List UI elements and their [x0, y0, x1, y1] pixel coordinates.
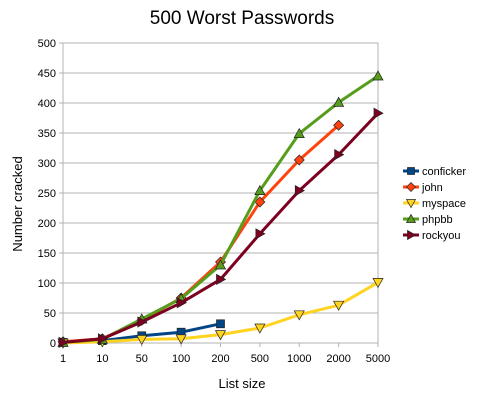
series-line-phpbb: [61, 74, 380, 344]
data-point-john: [254, 196, 266, 208]
data-point-phpbb: [333, 96, 345, 107]
data-point-phpbb: [372, 70, 384, 81]
data-point-rockyou: [98, 333, 109, 345]
y-tick-labels: 0 50 100 150 200 250 300 350 400 450 500: [38, 38, 56, 350]
legend-marker: [405, 199, 417, 209]
data-point-myspace: [214, 330, 227, 341]
legend-item-john: john: [403, 182, 443, 194]
data-point-myspace: [175, 334, 187, 345]
x-tick-label: 2000: [326, 353, 350, 365]
legend-label: phpbb: [422, 214, 453, 226]
legend-item-myspace: myspace: [403, 198, 466, 210]
data-point-myspace: [136, 335, 148, 346]
x-tick-label: 1: [60, 353, 66, 365]
series-myspace: [57, 278, 384, 349]
y-tick-label: 450: [38, 68, 56, 80]
data-point-rockyou: [176, 297, 187, 309]
data-point-rockyou: [255, 228, 266, 240]
legend: conficker john myspace phpbb rockyou: [403, 166, 466, 242]
y-tick-label: 500: [38, 38, 56, 50]
data-point-john: [333, 119, 345, 131]
y-tick-label: 350: [38, 128, 56, 140]
y-tick-label: 200: [38, 218, 56, 230]
legend-marker: [407, 229, 417, 241]
grid: [63, 42, 378, 344]
y-tick-label: 150: [38, 248, 56, 260]
y-axis-label: Number cracked: [10, 156, 25, 251]
y-tick-label: 0: [50, 338, 56, 350]
y-tick-label: 300: [38, 158, 56, 170]
data-point-phpbb: [254, 184, 266, 195]
data-point-rockyou: [216, 273, 227, 285]
x-tick-labels: 1 10 50 100 200 500 1000 2000 5000: [60, 353, 390, 365]
data-point-phpbb: [293, 127, 305, 138]
legend-marker: [407, 167, 415, 175]
axes: [59, 42, 379, 347]
data-point-rockyou: [294, 185, 305, 197]
y-tick-label: 100: [38, 278, 56, 290]
data-point-conficker: [216, 319, 225, 329]
data-point-myspace: [333, 300, 345, 311]
x-tick-label: 500: [251, 353, 269, 365]
legend-marker: [406, 182, 416, 192]
y-tick-label: 250: [38, 188, 56, 200]
data-point-rockyou: [373, 107, 384, 119]
data-point-rockyou: [137, 316, 148, 328]
x-tick-label: 10: [96, 353, 108, 365]
y-tick-label: 400: [38, 98, 56, 110]
data-point-rockyou: [58, 336, 69, 348]
data-point-john: [293, 154, 305, 166]
data-point-myspace: [254, 323, 266, 334]
series-layer: [57, 70, 384, 349]
chart-title: 500 Worst Passwords: [150, 8, 334, 29]
x-tick-label: 5000: [366, 353, 390, 365]
legend-item-conficker: conficker: [403, 166, 466, 178]
legend-item-rockyou: rockyou: [403, 229, 461, 242]
x-tick-label: 50: [136, 353, 148, 365]
legend-label: rockyou: [422, 230, 461, 242]
legend-label: conficker: [422, 166, 466, 178]
x-tick-label: 100: [172, 353, 190, 365]
legend-label: myspace: [422, 198, 466, 210]
series-rockyou: [58, 107, 384, 348]
data-point-myspace: [372, 278, 384, 289]
x-tick-label: 1000: [287, 353, 311, 365]
data-point-myspace: [293, 310, 305, 321]
legend-item-phpbb: phpbb: [403, 213, 453, 226]
legend-label: john: [421, 182, 443, 194]
data-point-phpbb: [214, 259, 227, 270]
legend-marker: [405, 213, 417, 223]
y-tick-label: 50: [44, 308, 56, 320]
data-point-rockyou: [334, 149, 345, 161]
x-axis-label: List size: [219, 376, 266, 391]
x-tick-label: 200: [211, 353, 229, 365]
